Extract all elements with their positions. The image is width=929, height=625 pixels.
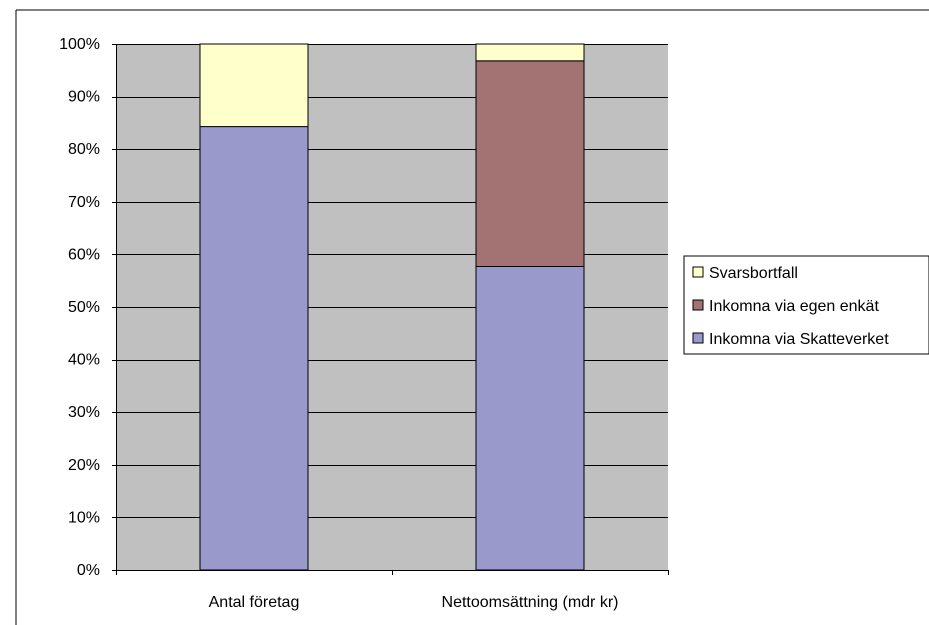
legend-swatch-svarsbortfall — [692, 266, 704, 278]
legend-label-svarsbortfall: Svarsbortfall — [709, 265, 798, 282]
y-tick-label: 0% — [77, 562, 100, 579]
y-tick-label: 40% — [68, 352, 100, 369]
legend-swatch-inkomna-via-skatteverket — [692, 332, 704, 344]
axes — [112, 44, 669, 575]
legend-label-inkomna-via-egen-enk-t: Inkomna via egen enkät — [709, 298, 879, 315]
y-tick-label: 60% — [68, 246, 100, 263]
y-tick-label: 100% — [59, 36, 100, 53]
x-tick-label: Nettoomsättning (mdr kr) — [442, 594, 619, 611]
y-tick-label: 50% — [68, 299, 100, 316]
legend-label-inkomna-via-skatteverket: Inkomna via Skatteverket — [709, 331, 889, 348]
legend-box — [683, 255, 929, 355]
y-tick-label: 20% — [68, 457, 100, 474]
y-tick-label: 90% — [68, 89, 100, 106]
legend: Svarsbortfall Inkomna via egen enkät Inkom… — [683, 255, 929, 355]
x-tick-labels: Antal företag Nettoomsättning (mdr kr) — [209, 594, 619, 611]
bar-svarsbortfall-2 — [475, 43, 585, 62]
y-tick-label: 10% — [68, 509, 100, 526]
bar-inkomna-via-egen-enk-t-2 — [475, 60, 585, 267]
bar-inkomna-via-skatteverket-2 — [475, 265, 585, 571]
y-tick-label: 70% — [68, 194, 100, 211]
y-tick-labels: 0% 10% 20% 30% 40% 50% 60% 70% 80% 90% 100% — [59, 36, 100, 579]
bars — [199, 43, 585, 571]
legend-swatch-inkomna-via-egen-enk-t — [692, 299, 704, 311]
y-tick-label: 30% — [68, 404, 100, 421]
bar-svarsbortfall-1 — [199, 43, 309, 128]
x-tick-label: Antal företag — [209, 594, 300, 611]
bar-inkomna-via-skatteverket-1 — [199, 126, 309, 571]
y-tick-label: 80% — [68, 141, 100, 158]
